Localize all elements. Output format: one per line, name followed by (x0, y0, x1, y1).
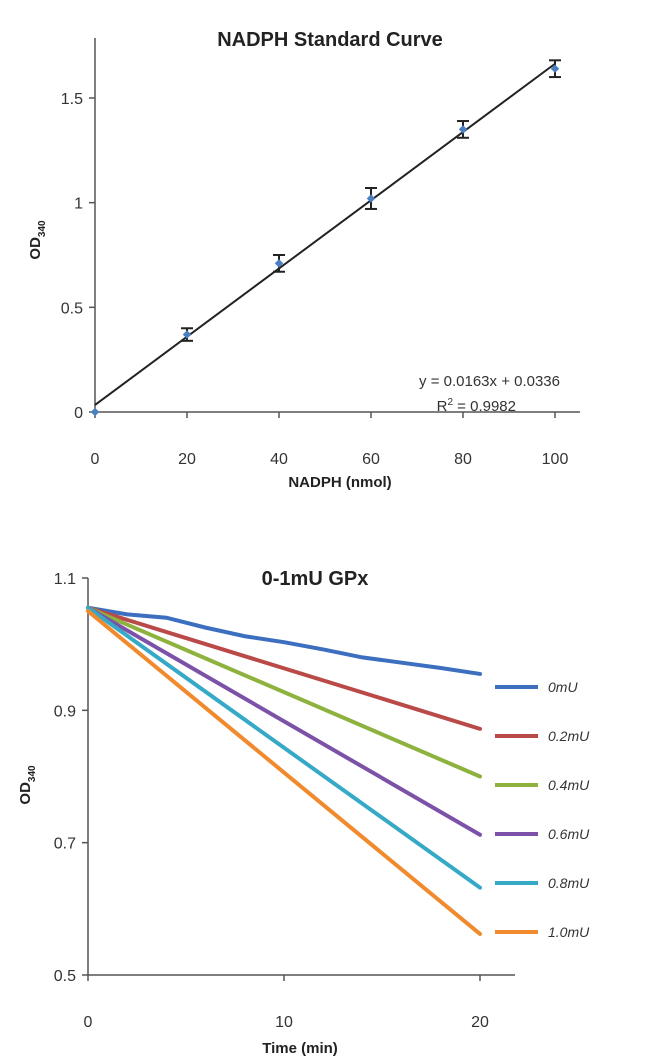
nadph-standard-curve-chart: NADPH Standard Curve 0 0.5 1 1.5 0 20 40 60 80 1… (27, 29, 580, 491)
x-tick-label: 40 (270, 451, 288, 468)
y-axis-title: OD340 (27, 220, 48, 260)
series-line (86, 605, 482, 890)
x-tick-label: 20 (471, 1014, 489, 1031)
data-point (90, 407, 100, 417)
x-tick-label: 0 (84, 1014, 93, 1031)
data-point (458, 125, 468, 134)
legend-label: 0.6mU (548, 826, 590, 842)
x-axis-title: NADPH (nmol) (288, 474, 391, 491)
x-tick-label: 10 (275, 1014, 293, 1031)
legend-label: 0.2mU (548, 728, 590, 744)
y-tick-label: 0.5 (54, 968, 76, 985)
y-tick-label: 0.5 (61, 300, 83, 317)
legend-item: 0.6mU (495, 826, 590, 842)
legend-label: 0.8mU (548, 875, 590, 891)
chart-title: 0-1mU GPx (262, 568, 369, 590)
gpx-activity-chart: 0-1mU GPx 0.5 0.7 0.9 1.1 0 10 20 0mU 0.2mU 0.4… (17, 568, 590, 1057)
data-point (366, 194, 376, 203)
y-tick-label: 0.9 (54, 703, 76, 720)
data-point (274, 259, 284, 268)
x-axis-title: Time (min) (262, 1040, 338, 1057)
series-line (86, 605, 482, 731)
data-point (182, 330, 192, 339)
legend-label: 1.0mU (548, 924, 590, 940)
legend-item: 0.4mU (495, 777, 590, 793)
chart-title: NADPH Standard Curve (217, 29, 443, 51)
x-tick-label: 100 (542, 451, 569, 468)
series-line (86, 605, 482, 676)
legend-item: 0.2mU (495, 728, 590, 744)
legend-item: 0mU (495, 679, 578, 695)
series-line (86, 605, 482, 837)
series-line (86, 605, 482, 779)
trendline (94, 62, 556, 406)
legend-label: 0.4mU (548, 777, 590, 793)
x-tick-label: 60 (362, 451, 380, 468)
r-squared-label: R2 = 0.9982 (437, 397, 516, 415)
legend-item: 0.8mU (495, 875, 590, 891)
trendline-equation: y = 0.0163x + 0.0336 (419, 373, 560, 390)
y-tick-label: 1.1 (54, 571, 76, 588)
y-tick-label: 0.7 (54, 836, 76, 853)
series-line (86, 609, 482, 936)
y-tick-label: 0 (74, 405, 83, 422)
y-tick-label: 1.5 (61, 91, 83, 108)
x-tick-label: 20 (178, 451, 196, 468)
x-tick-label: 80 (454, 451, 472, 468)
x-tick-label: 0 (91, 451, 100, 468)
legend-item: 1.0mU (495, 924, 590, 940)
y-axis-title: OD340 (17, 765, 38, 805)
y-tick-label: 1 (74, 196, 83, 213)
legend-label: 0mU (548, 679, 578, 695)
